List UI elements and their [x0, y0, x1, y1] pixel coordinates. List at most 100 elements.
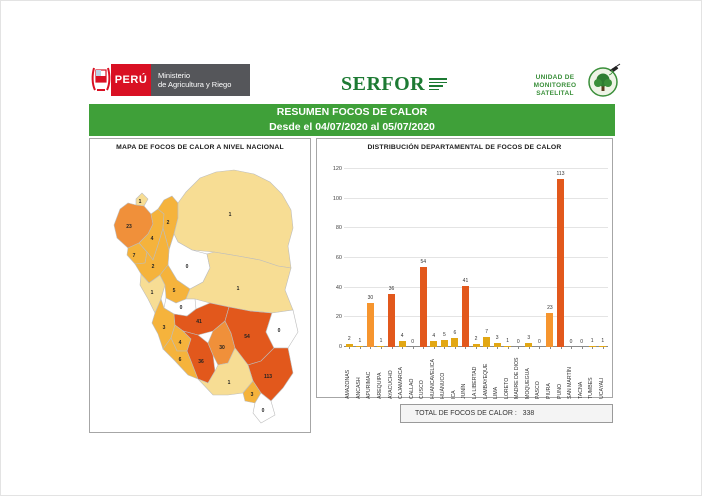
bar-value-PUNO: 113: [556, 171, 565, 178]
bar-CUSCO: [419, 266, 427, 347]
gridline-60: [344, 257, 608, 258]
y-tick-100: 100: [332, 195, 342, 202]
x-label-PIURA: PIURA: [545, 383, 552, 399]
monitoring-unit-label: UNIDAD DE MONITOREO SATELITAL: [533, 74, 577, 97]
bar-TUMBES: [588, 345, 596, 347]
map-region-tacna: [252, 392, 276, 424]
chart-panel-title: DISTRIBUCIÓN DEPARTAMENTAL DE FOCOS DE C…: [367, 144, 562, 151]
x-tick-mark: [402, 347, 404, 349]
x-tick-mark: [412, 347, 414, 349]
serfor-wordmark: SERFOR: [341, 72, 426, 95]
map-value-moquegua: 3: [251, 392, 254, 398]
bar-value-MOQUEGUA: 3: [527, 334, 531, 341]
x-tick-mark: [528, 347, 530, 349]
x-tick-mark: [549, 347, 551, 349]
map-value-madre-de-dios: 0: [278, 328, 281, 334]
bar-value-LA LIBERTAD: 2: [474, 336, 478, 343]
x-label-MADRE DE DIOS: MADRE DE DIOS: [514, 357, 521, 399]
x-tick-mark: [380, 347, 382, 349]
x-label-PASCO: PASCO: [535, 381, 542, 399]
bar-value-CALLAO: 0: [411, 339, 415, 345]
x-label-CUSCO: CUSCO: [419, 380, 426, 399]
bar-value-TUMBES: 1: [590, 337, 594, 344]
total-strip: TOTAL DE FOCOS DE CALOR : 338: [400, 404, 613, 423]
map-value-loreto: 1: [229, 212, 232, 218]
map-value-junín: 41: [196, 319, 202, 325]
x-label-PUNO: PUNO: [556, 384, 563, 399]
x-label-HUÁNUCO: HUÁNUCO: [440, 372, 447, 399]
bar-value-CUSCO: 54: [420, 258, 426, 265]
x-tick-mark: [391, 347, 393, 349]
map-value-lambayeque: 7: [133, 253, 136, 259]
y-tick-80: 80: [335, 225, 342, 232]
map-region-arequipa: [197, 347, 254, 396]
map-value-tacna: 0: [262, 408, 265, 414]
bar-AYACUCHO: [388, 293, 396, 347]
x-tick-mark: [518, 347, 520, 349]
map-value-san-martín: 0: [186, 264, 189, 270]
ministry-logo: Ministerio de Agricultura y Riego: [151, 64, 250, 96]
x-label-LA LIBERTAD: LA LIBERTAD: [472, 366, 479, 399]
x-label-CALLAO: CALLAO: [408, 378, 415, 399]
map-value-ica: 6: [179, 357, 182, 363]
bar-value-SAN MARTÍN: 0: [569, 339, 573, 345]
x-tick-mark: [571, 347, 573, 349]
x-tick-mark: [486, 347, 488, 349]
x-label-AREQUIPA: AREQUIPA: [376, 372, 383, 399]
x-tick-mark: [476, 347, 478, 349]
peru-label: PERÚ: [114, 74, 148, 86]
bar-LAMBAYEQUE: [483, 336, 491, 347]
x-tick-mark: [349, 347, 351, 349]
bar-HUANCAVELICA: [430, 341, 438, 347]
x-tick-mark: [581, 347, 583, 349]
map-value-pasco: 0: [180, 305, 183, 311]
x-label-APURIMAC: APURIMAC: [366, 371, 373, 399]
x-tick-mark: [370, 347, 372, 349]
bar-PIURA: [546, 312, 554, 347]
x-tick-mark: [359, 347, 361, 349]
bar-value-AYACUCHO: 36: [388, 285, 395, 292]
bar-JUNÍN: [461, 286, 469, 347]
bar-value-AMAZONAS: 2: [347, 336, 351, 343]
x-tick-mark: [592, 347, 594, 349]
report-date-range: Desde el 04/07/2020 al 05/07/2020: [269, 121, 435, 133]
map-region-tumbes: [135, 192, 149, 207]
map-value-piura: 23: [126, 224, 132, 230]
x-label-AYACUCHO: AYACUCHO: [387, 370, 394, 399]
x-label-TUMBES: TUMBES: [588, 377, 595, 399]
x-tick-mark: [444, 347, 446, 349]
x-tick-mark: [497, 347, 499, 349]
x-tick-mark: [539, 347, 541, 349]
x-label-MOQUEGUA: MOQUEGUA: [524, 368, 531, 399]
x-label-TACNA: TACNA: [577, 381, 584, 399]
bar-CAJAMARCA: [398, 341, 406, 347]
y-tick-20: 20: [335, 314, 342, 321]
y-tick-60: 60: [335, 255, 342, 261]
y-tick-120: 120: [332, 166, 342, 172]
x-label-SAN MARTÍN: SAN MARTÍN: [567, 367, 574, 399]
total-value: 338: [522, 410, 535, 417]
map-value-la-libertad: 2: [152, 264, 155, 270]
x-tick-mark: [465, 347, 467, 349]
x-label-AMAZONAS: AMAZONAS: [345, 369, 352, 399]
total-label: TOTAL DE FOCOS DE CALOR :: [415, 410, 517, 417]
map-value-tumbes: 1: [139, 199, 142, 205]
x-label-HUANCAVELICA: HUANCAVELICA: [429, 359, 436, 399]
x-tick-mark: [423, 347, 425, 349]
map-value-huánuco: 5: [173, 288, 176, 294]
bar-value-PASCO: 0: [537, 339, 541, 345]
map-value-cajamarca: 4: [151, 236, 154, 242]
bar-value-ANCASH: 1: [358, 337, 362, 344]
x-tick-mark: [507, 347, 509, 349]
x-label-ANCASH: ANCASH: [355, 377, 362, 399]
peru-coat-of-arms-icon: [91, 67, 111, 91]
gridline-100: [344, 197, 608, 199]
bar-value-UCAYALI: 1: [601, 337, 605, 344]
bar-AMAZONAS: [345, 344, 353, 347]
bar-value-CAJAMARCA: 4: [400, 333, 404, 340]
x-tick-mark: [560, 347, 562, 349]
x-label-UCAYALI: UCAYALI: [598, 377, 605, 399]
bar-HUÁNUCO: [440, 339, 448, 347]
map-panel: MAPA DE FOCOS DE CALOR A NIVEL NACIONAL …: [89, 138, 311, 433]
gridline-80: [344, 227, 608, 229]
